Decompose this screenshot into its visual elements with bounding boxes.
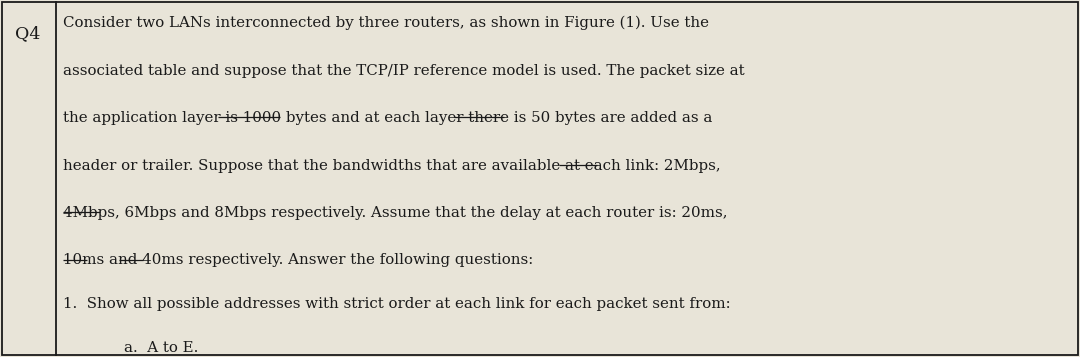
Text: Q4: Q4 bbox=[15, 25, 41, 42]
Text: associated table and suppose that the TCP/IP reference model is used. The packet: associated table and suppose that the TC… bbox=[63, 64, 744, 77]
Text: 1.  Show all possible addresses with strict order at each link for each packet s: 1. Show all possible addresses with stri… bbox=[63, 297, 730, 311]
Text: Consider two LANs interconnected by three routers, as shown in Figure (1). Use t: Consider two LANs interconnected by thre… bbox=[63, 16, 708, 30]
Text: the application layer is 1000 bytes and at each layer there is 50 bytes are adde: the application layer is 1000 bytes and … bbox=[63, 111, 712, 125]
Text: a.  A to E.: a. A to E. bbox=[124, 341, 199, 355]
Text: 10ms and 40ms respectively. Answer the following questions:: 10ms and 40ms respectively. Answer the f… bbox=[63, 253, 532, 267]
Text: 4Mbps, 6Mbps and 8Mbps respectively. Assume that the delay at each router is: 20: 4Mbps, 6Mbps and 8Mbps respectively. Ass… bbox=[63, 206, 727, 220]
Text: header or trailer. Suppose that the bandwidths that are available at each link: : header or trailer. Suppose that the band… bbox=[63, 159, 720, 172]
